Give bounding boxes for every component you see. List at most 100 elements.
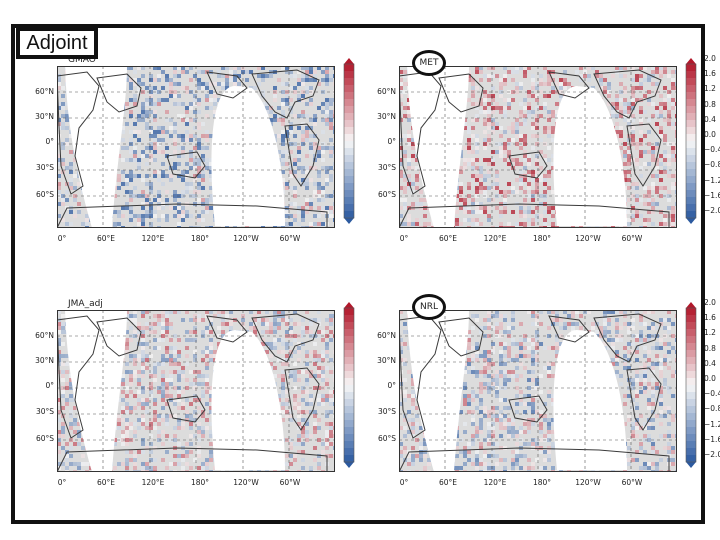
colorbar-outline <box>343 307 355 463</box>
lon-tick-label: 60°E <box>96 234 116 243</box>
colorbar-tick-label: 2.0 <box>704 54 716 63</box>
lat-tick-label: 30°S <box>35 407 54 416</box>
colorbar-extend-top <box>686 302 696 308</box>
lat-tick-label: 30°N <box>377 112 396 121</box>
colorbar-segment <box>686 85 696 93</box>
lon-tick-label: 120°W <box>233 478 259 487</box>
lon-tick-label: 0° <box>399 478 409 487</box>
colorbar-segment <box>344 120 354 128</box>
colorbar-segment <box>686 120 696 128</box>
lon-tick-label: 0° <box>57 478 67 487</box>
colorbar-segment <box>344 406 354 414</box>
coastline-7 <box>399 447 670 472</box>
lon-tick-label: 60°E <box>438 234 458 243</box>
colorbar-segment <box>344 364 354 372</box>
map-panel-met: MET 60°N 30°N 0° 30°S 60°S 0° 60°E 120°E 180° 120°… <box>356 50 720 282</box>
colorbar-segment <box>344 155 354 163</box>
panel-label: GMAO <box>68 55 96 65</box>
colorbar-segment <box>686 350 696 358</box>
colorbar-tick-label: 1.6 <box>704 69 716 79</box>
colorbar-segment <box>686 308 696 316</box>
colorbar-segment <box>686 190 696 198</box>
colorbar-tick-label: 1.2 <box>704 84 716 94</box>
colorbar-tick-label: −1.2 <box>704 175 720 185</box>
colorbar-segment <box>686 141 696 149</box>
colorbar-tick-label: 0.0 <box>704 130 716 139</box>
colorbar-segment <box>344 183 354 191</box>
colorbar-segment <box>344 441 354 449</box>
colorbar-segment <box>344 455 354 463</box>
colorbar-tick-label: −1.2 <box>704 419 720 429</box>
swath-gap-2 <box>211 330 285 470</box>
lon-tick-label: 120°W <box>575 234 601 243</box>
colorbar-outline <box>685 63 697 219</box>
colorbar-extend-bottom <box>686 218 696 224</box>
lat-tick-label: 60°N <box>35 331 54 340</box>
colorbar-segment <box>344 378 354 386</box>
colorbar-tick-label: −0.8 <box>704 404 720 414</box>
map-svg <box>57 310 335 472</box>
lon-tick-label: 60°E <box>438 478 458 487</box>
colorbar-segment <box>344 434 354 442</box>
coastline-3 <box>206 315 248 343</box>
colorbar-segment <box>344 371 354 379</box>
lat-tick-label: 30°N <box>377 356 396 365</box>
colorbar-segment <box>686 211 696 219</box>
colorbar-tick-label: 1.6 <box>704 313 716 323</box>
colorbar-segment <box>344 420 354 428</box>
coastline-6 <box>508 151 548 179</box>
lat-tick-label: 0° <box>387 381 396 390</box>
coastline-4 <box>251 313 320 363</box>
coastline-2 <box>438 317 484 357</box>
colorbar-segment <box>686 197 696 205</box>
coastline-4 <box>593 313 662 363</box>
lon-tick-label: 120°W <box>233 234 259 243</box>
lon-tick-label: 60°W <box>279 234 301 243</box>
lat-tick-label: 60°N <box>35 87 54 96</box>
lat-tick-label: 60°S <box>35 190 54 199</box>
map-svg <box>57 66 335 228</box>
colorbar-segment <box>686 420 696 428</box>
colorbar-segment <box>686 322 696 330</box>
colorbar-segment <box>686 441 696 449</box>
colorbar-segment <box>686 71 696 79</box>
colorbar-segment <box>686 399 696 407</box>
colorbar-segment <box>344 336 354 344</box>
map-border <box>57 310 335 472</box>
colorbar-segment <box>686 204 696 212</box>
coastline-7 <box>57 447 328 472</box>
map-svg <box>399 310 677 472</box>
colorbar-tick-label: −0.4 <box>704 145 720 155</box>
colorbar-segment <box>686 113 696 121</box>
colorbar-segment <box>344 99 354 107</box>
lon-tick-label: 60°W <box>279 478 301 487</box>
colorbar-tick-label: −1.6 <box>704 434 720 444</box>
swath-gap-1 <box>65 66 127 228</box>
colorbar-tick-label: −2.0 <box>704 206 720 215</box>
coastline-2 <box>438 73 484 113</box>
swath-gap-2 <box>553 330 627 470</box>
colorbar-segment <box>344 134 354 142</box>
colorbar-tick-label: 0.4 <box>704 114 716 124</box>
colorbar-segment <box>686 434 696 442</box>
colorbar-tick-label: 2.0 <box>704 298 716 307</box>
colorbar-tick-label: −2.0 <box>704 450 720 459</box>
coastline-2 <box>96 317 142 357</box>
colorbar-segment <box>344 148 354 156</box>
colorbar-tick-label: −1.6 <box>704 190 720 200</box>
colorbar-segment <box>686 99 696 107</box>
lat-tick-label: 30°N <box>35 112 54 121</box>
coastline-5 <box>626 367 662 431</box>
colorbar-segment <box>344 448 354 456</box>
colorbar-segment <box>344 413 354 421</box>
coastline-6 <box>166 151 206 179</box>
coastline-3 <box>548 315 590 343</box>
colorbar-segment <box>344 113 354 121</box>
lat-tick-label: 60°N <box>377 87 396 96</box>
colorbar-segment <box>344 392 354 400</box>
colorbar-segment <box>686 155 696 163</box>
colorbar <box>343 58 355 224</box>
colorbar-segment <box>686 134 696 142</box>
coastline-2 <box>96 73 142 113</box>
colorbar-segment <box>686 148 696 156</box>
